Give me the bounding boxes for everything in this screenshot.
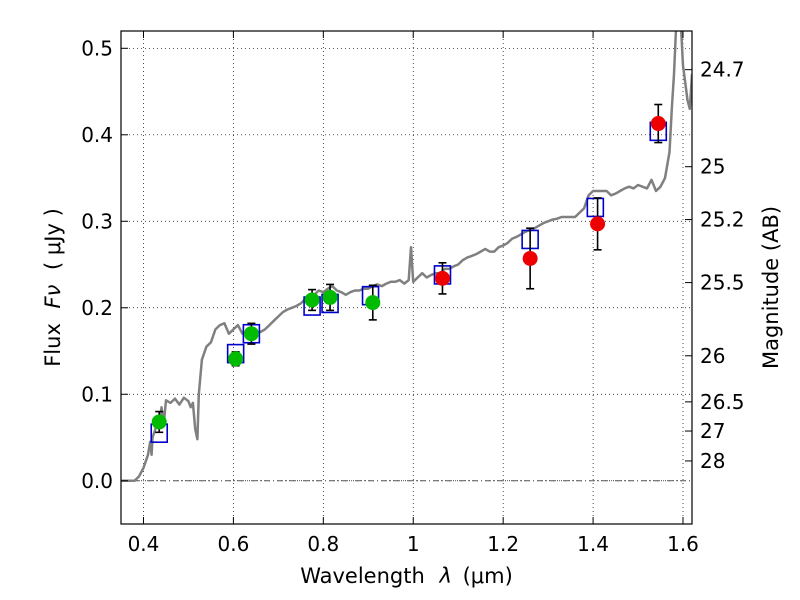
x-tick-label-4: 1.2 [487, 532, 519, 556]
magnitude-tick-label-7: 28 [700, 449, 725, 473]
infrared-point-0 [434, 270, 450, 286]
magnitude-tick-label-3: 25.5 [700, 271, 745, 295]
y-tick-label-2: 0.2 [81, 296, 113, 320]
optical-point-0 [151, 414, 167, 430]
x-axis-label-unit: (μm) [463, 564, 513, 588]
optical-point-4 [322, 289, 338, 305]
infrared-point-2 [590, 216, 606, 232]
magnitude-tick-label-2: 25.2 [700, 208, 745, 232]
model-sed-line [121, 31, 692, 483]
y-tick-label-5: 0.5 [81, 36, 113, 60]
infrared-point-1 [522, 250, 538, 266]
optical-point-3 [304, 292, 320, 308]
magnitude-tick-label-4: 26 [700, 344, 725, 368]
y-tick-label-1: 0.1 [81, 382, 113, 406]
axis-ticks: 0.4 0.6 0.8 1 1.2 1.4 1.6 0.0 0.1 0.2 0.3 0.4 0.5 24.… [81, 31, 745, 556]
y-tick-label-4: 0.4 [81, 123, 113, 147]
x-tick-label-2: 0.8 [307, 532, 339, 556]
model-box-8 [586, 197, 605, 218]
magnitude-tick-label-0: 24.7 [700, 58, 745, 82]
optical-point-5 [365, 295, 381, 311]
x-axis-label: Wavelength λ (μm) [300, 564, 513, 588]
x-tick-label-6: 1.6 [667, 532, 699, 556]
x-axis-label-text: Wavelength [300, 564, 425, 588]
magnitude-tick-label-5: 26.5 [700, 390, 745, 414]
y-tick-label-3: 0.3 [81, 209, 113, 233]
x-tick-label-3: 1 [407, 532, 420, 556]
magnitude-tick-label-6: 27 [700, 419, 725, 443]
optical-point-2 [243, 326, 259, 342]
y-axis-label-text: Flux [41, 323, 65, 367]
magnitude-axis-label: Magnitude (AB) [759, 206, 783, 369]
y-axis-label-symbol: Fν [41, 284, 65, 308]
x-tick-label-1: 0.6 [217, 532, 249, 556]
infrared-point-3 [650, 116, 666, 132]
grid-lines [121, 31, 692, 524]
x-tick-label-0: 0.4 [128, 532, 160, 556]
y-axis-label-unit: ( μJy ) [41, 208, 65, 270]
y-axis-label: Flux Fν ( μJy ) [41, 208, 65, 367]
data-marks [150, 103, 668, 443]
x-tick-label-5: 1.4 [577, 532, 609, 556]
y-tick-label-0: 0.0 [81, 469, 113, 493]
magnitude-tick-label-1: 25 [700, 155, 725, 179]
plot-frame [120, 30, 693, 525]
x-axis-label-symbol: λ [438, 564, 451, 588]
optical-point-1 [228, 351, 244, 367]
